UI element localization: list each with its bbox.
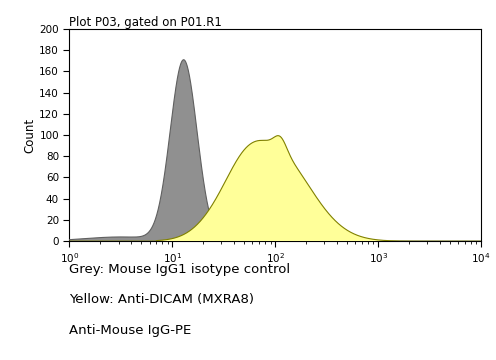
Text: Plot P03, gated on P01.R1: Plot P03, gated on P01.R1 xyxy=(69,16,222,29)
Polygon shape xyxy=(69,60,481,241)
Text: Anti-Mouse IgG-PE: Anti-Mouse IgG-PE xyxy=(69,324,191,337)
Polygon shape xyxy=(69,136,481,241)
Text: Yellow: Anti-DICAM (MXRA8): Yellow: Anti-DICAM (MXRA8) xyxy=(69,293,254,306)
Y-axis label: Count: Count xyxy=(23,117,37,153)
Text: Grey: Mouse IgG1 isotype control: Grey: Mouse IgG1 isotype control xyxy=(69,263,291,276)
